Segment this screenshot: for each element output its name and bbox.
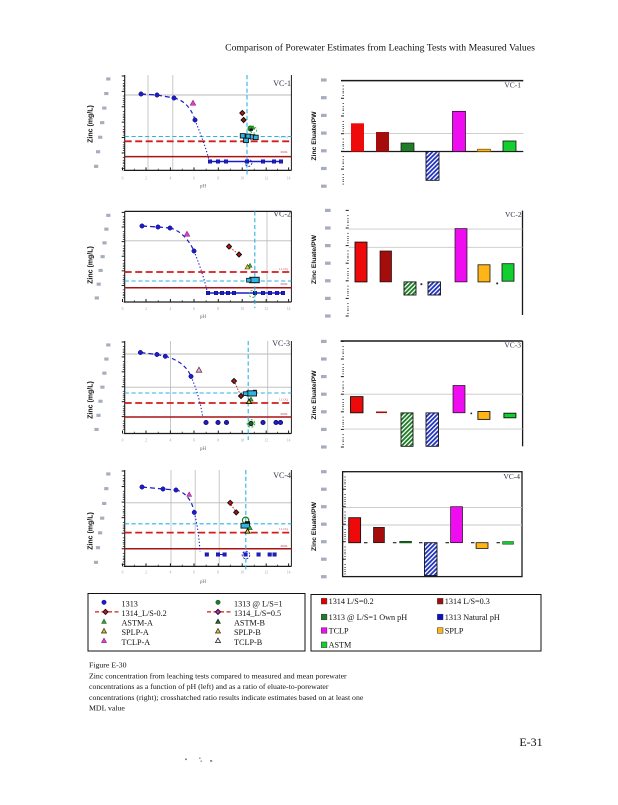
svg-text:ASTM-A: ASTM-A <box>122 619 153 628</box>
svg-text:VC-2: VC-2 <box>273 210 291 219</box>
svg-text:6: 6 <box>193 439 195 443</box>
svg-text:concentrations (right); crossh: concentrations (right); crosshatched rat… <box>89 693 364 702</box>
svg-text:LLOQ: LLOQ <box>279 135 289 139</box>
svg-text:SPLP: SPLP <box>445 626 464 635</box>
svg-text:LLOQ: LLOQ <box>279 267 289 271</box>
svg-text:pH: pH <box>200 314 207 320</box>
svg-text:Zinc Eluate/PW: Zinc Eluate/PW <box>311 234 318 284</box>
svg-text:TCLP: TCLP <box>329 626 349 635</box>
svg-text:Zinc Eluate/PW: Zinc Eluate/PW <box>311 501 318 551</box>
svg-text:VC-4: VC-4 <box>503 472 520 481</box>
svg-text:TCLP-B: TCLP-B <box>234 638 263 647</box>
svg-text:VC-1: VC-1 <box>504 81 521 90</box>
svg-text:2: 2 <box>145 571 147 575</box>
svg-text:SPLP-B: SPLP-B <box>234 628 261 637</box>
svg-text:MDL value: MDL value <box>89 703 125 712</box>
svg-text:10: 10 <box>240 177 244 181</box>
svg-text:VC-4: VC-4 <box>273 471 291 480</box>
svg-text:Comparison of Porewater Estima: Comparison of Porewater Estimates from L… <box>225 43 535 54</box>
svg-text:ASTM-B: ASTM-B <box>234 619 265 628</box>
svg-text:0: 0 <box>122 439 124 443</box>
svg-text:VC-3: VC-3 <box>272 339 290 348</box>
svg-text:8: 8 <box>217 307 219 311</box>
svg-text:4: 4 <box>170 307 172 311</box>
svg-text:8: 8 <box>217 439 219 443</box>
svg-text:4: 4 <box>170 177 172 181</box>
svg-text:Zinc Eluate/PW: Zinc Eluate/PW <box>311 111 318 161</box>
svg-text:4: 4 <box>170 571 172 575</box>
svg-text:Zinc (mg/L): Zinc (mg/L) <box>88 381 95 419</box>
svg-text:10: 10 <box>240 439 244 443</box>
svg-text:Zinc concentration from leachi: Zinc concentration from leaching tests c… <box>89 672 347 681</box>
svg-text:8: 8 <box>217 177 219 181</box>
svg-text:0: 0 <box>122 571 124 575</box>
svg-text:4: 4 <box>170 439 172 443</box>
svg-text:1313 Natural pH: 1313 Natural pH <box>445 613 500 622</box>
svg-text:8: 8 <box>217 571 219 575</box>
svg-text:6: 6 <box>193 307 195 311</box>
svg-text:0: 0 <box>122 177 124 181</box>
svg-text:1314 L/S=0.2: 1314 L/S=0.2 <box>329 597 374 606</box>
svg-text:14: 14 <box>287 177 291 181</box>
svg-text:1314_L/S=0.5: 1314_L/S=0.5 <box>234 609 281 618</box>
svg-text:MDL: MDL <box>280 150 288 154</box>
svg-text:MDL: MDL <box>280 544 288 548</box>
svg-text:12: 12 <box>264 571 268 575</box>
svg-text:2: 2 <box>145 177 147 181</box>
svg-text:VC-1: VC-1 <box>273 79 291 88</box>
svg-text:2: 2 <box>145 439 147 443</box>
svg-text:SPLP-A: SPLP-A <box>122 628 149 637</box>
svg-text:pH: pH <box>200 446 207 452</box>
svg-text:12: 12 <box>264 307 268 311</box>
svg-text:14: 14 <box>287 439 291 443</box>
svg-text:1313: 1313 <box>122 600 138 609</box>
svg-text:0: 0 <box>122 307 124 311</box>
svg-text:14: 14 <box>287 571 291 575</box>
svg-text:1314 L/S=0.3: 1314 L/S=0.3 <box>445 597 490 606</box>
svg-text:Zinc (mg/L): Zinc (mg/L) <box>88 105 95 143</box>
svg-text:Zinc (mg/L): Zinc (mg/L) <box>88 246 95 284</box>
svg-text:1313 @ L/S=1: 1313 @ L/S=1 <box>234 600 283 609</box>
svg-text:Zinc (mg/L): Zinc (mg/L) <box>88 512 95 550</box>
svg-text:Figure E-30: Figure E-30 <box>89 661 127 670</box>
svg-text:10: 10 <box>240 307 244 311</box>
svg-text:12: 12 <box>264 439 268 443</box>
svg-text:TCLP-A: TCLP-A <box>122 638 151 647</box>
svg-text:6: 6 <box>193 177 195 181</box>
svg-text:Zinc Eluate/PW: Zinc Eluate/PW <box>311 370 318 420</box>
svg-text:LLOQ: LLOQ <box>279 398 289 402</box>
svg-text:1313 @ L/S=1 Own pH: 1313 @ L/S=1 Own pH <box>329 613 408 622</box>
svg-text:LLOQ: LLOQ <box>279 527 289 531</box>
svg-text:12: 12 <box>264 177 268 181</box>
svg-text:MDL: MDL <box>280 412 288 416</box>
svg-text:10: 10 <box>240 571 244 575</box>
svg-text:VC-3: VC-3 <box>504 341 521 350</box>
svg-text:VC-2: VC-2 <box>505 210 522 219</box>
svg-text:14: 14 <box>287 307 291 311</box>
svg-text:MDL: MDL <box>280 282 288 286</box>
svg-text:ASTM: ASTM <box>329 641 352 650</box>
svg-text:pH: pH <box>200 184 207 190</box>
svg-text:1314_L/S-0.2: 1314_L/S-0.2 <box>122 609 167 618</box>
svg-text:pH: pH <box>200 579 207 585</box>
svg-text:concentrations as a function o: concentrations as a function of pH (left… <box>89 682 329 691</box>
svg-text:6: 6 <box>193 571 195 575</box>
svg-text:E-31: E-31 <box>519 735 542 749</box>
svg-text:2: 2 <box>145 307 147 311</box>
